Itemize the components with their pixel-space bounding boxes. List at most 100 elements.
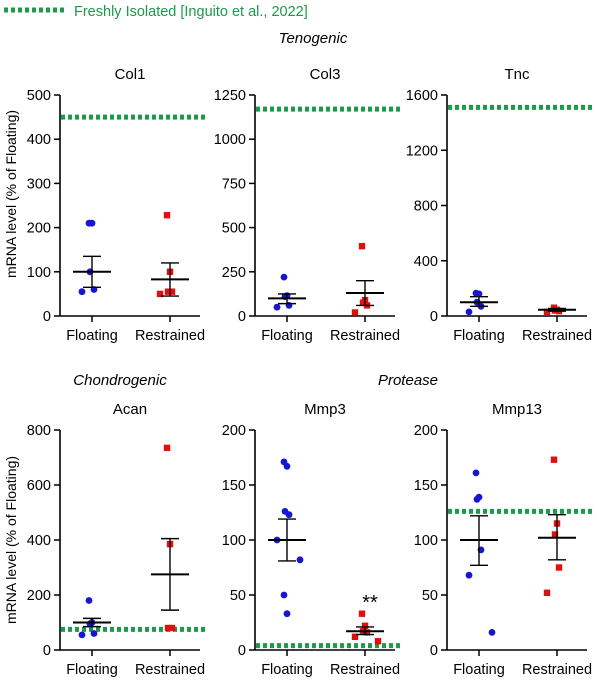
point-col1-restrained-4 (156, 290, 164, 298)
series-col3-restrained (346, 242, 384, 316)
x-tick-label-acan-restrained: Restrained (135, 662, 205, 678)
panel-tnc: Tnc 0 400 800 1200 1600 Floating Restrained (406, 66, 593, 344)
y-tick-label-acan-600: 600 (27, 478, 51, 494)
x-tick-label-tnc-restrained: Restrained (522, 328, 592, 344)
y-tick-label-mmp3-100: 100 (222, 533, 246, 549)
point-mmp3-restrained-5 (374, 638, 382, 645)
x-tick-label-col1-restrained: Restrained (135, 328, 205, 344)
point-tnc-floating-4 (465, 308, 473, 316)
group-label-tenogenic: Tenogenic (279, 30, 348, 47)
y-axis-label-top: mRNA level (% of Floating) (3, 110, 19, 278)
y-tick-label-mmp3-0: 0 (238, 643, 246, 659)
point-col1-floating-1 (88, 219, 96, 227)
y-tick-label-acan-200: 200 (27, 588, 51, 604)
point-mmp3-floating-3 (285, 511, 293, 519)
legend-label: Freshly Isolated [Inguito et al., 2022] (74, 4, 308, 20)
point-acan-restrained-0 (163, 444, 171, 452)
y-tick-label-tnc-800: 800 (414, 199, 438, 215)
point-mmp13-floating-4 (465, 571, 473, 579)
x-tick-label-mmp13-floating: Floating (453, 662, 505, 678)
point-mmp3-floating-5 (296, 556, 304, 564)
y-tick-label-col1-0: 0 (43, 309, 51, 325)
y-tick-label-col1-400: 400 (27, 132, 51, 148)
y-tick-label-mmp13-150: 150 (414, 478, 438, 494)
y-tick-label-acan-400: 400 (27, 533, 51, 549)
panel-title-col1: Col1 (115, 66, 146, 83)
series-col1-floating (73, 219, 111, 296)
point-col1-floating-4 (78, 288, 86, 296)
y-tick-label-col3-750: 750 (222, 176, 246, 192)
point-tnc-restrained-4 (543, 308, 551, 316)
point-mmp3-floating-1 (283, 462, 291, 470)
x-tick-label-mmp13-restrained: Restrained (522, 662, 592, 678)
x-tick-label-mmp3-restrained: Restrained (330, 662, 400, 678)
y-tick-label-mmp13-0: 0 (430, 643, 438, 659)
series-acan-restrained (151, 444, 189, 632)
y-tick-label-col3-1000: 1000 (214, 132, 246, 148)
point-mmp3-restrained-1 (361, 622, 369, 629)
point-mmp3-restrained-0 (358, 610, 366, 617)
panel-title-acan: Acan (113, 401, 147, 418)
y-tick-label-col1-100: 100 (27, 265, 51, 281)
series-acan-floating (73, 597, 111, 639)
point-acan-floating-4 (78, 631, 86, 639)
point-acan-floating-3 (90, 630, 98, 637)
y-tick-label-acan-800: 800 (27, 423, 51, 439)
point-col3-floating-0 (280, 273, 288, 281)
y-tick-label-mmp13-50: 50 (422, 588, 438, 604)
series-mmp13-restrained (538, 456, 576, 596)
point-mmp13-floating-5 (488, 629, 496, 636)
y-tick-label-mmp3-200: 200 (222, 423, 246, 439)
y-tick-label-col1-500: 500 (27, 88, 51, 104)
y-tick-label-mmp13-200: 200 (414, 423, 438, 439)
point-mmp3-restrained-4 (351, 633, 359, 640)
point-mmp3-floating-6 (280, 591, 288, 599)
point-mmp13-restrained-3 (555, 564, 563, 571)
point-mmp13-floating-0 (472, 469, 480, 477)
point-col1-restrained-3 (168, 288, 176, 295)
point-col3-restrained-2 (359, 299, 367, 306)
series-col3-floating (268, 273, 306, 311)
y-tick-label-tnc-0: 0 (430, 309, 438, 325)
point-mmp13-floating-2 (473, 495, 481, 503)
point-mmp13-restrained-4 (543, 589, 551, 596)
point-tnc-floating-1 (475, 290, 483, 298)
y-tick-label-tnc-400: 400 (414, 254, 438, 270)
series-mmp13-floating (460, 469, 498, 636)
point-col3-floating-4 (273, 303, 281, 311)
x-tick-label-col3-restrained: Restrained (330, 328, 400, 344)
group-label-chondrogenic: Chondrogenic (73, 372, 167, 389)
panel-col1: Col1 0 100 200 300 400 500 Floating Restrained (27, 66, 206, 344)
y-tick-label-col3-1250: 1250 (214, 88, 246, 104)
point-col3-restrained-0 (358, 242, 366, 250)
y-tick-label-col3-250: 250 (222, 265, 246, 281)
y-tick-label-mmp3-50: 50 (230, 588, 246, 604)
point-mmp13-restrained-2 (551, 531, 559, 538)
y-tick-label-tnc-1200: 1200 (406, 143, 438, 159)
panel-mmp13: Mmp13 0 50 100 150 200 Floating Restrained (414, 401, 593, 678)
y-tick-label-tnc-1600: 1600 (406, 88, 438, 104)
y-tick-label-col1-200: 200 (27, 221, 51, 237)
series-col1-restrained (151, 212, 189, 298)
series-tnc-restrained (538, 304, 576, 316)
x-tick-label-tnc-floating: Floating (453, 328, 505, 344)
point-acan-restrained-2 (164, 624, 172, 632)
y-tick-label-col3-500: 500 (222, 221, 246, 237)
point-col3-restrained-4 (351, 309, 359, 316)
y-tick-label-acan-0: 0 (43, 643, 51, 659)
series-mmp3-restrained (346, 610, 384, 645)
panel-title-col3: Col3 (310, 66, 341, 83)
panel-mmp3: Mmp3 0 50 100 150 200 Floating Restrained ** (222, 401, 401, 678)
legend: Freshly Isolated [Inguito et al., 2022] (4, 4, 308, 20)
point-mmp3-floating-7 (283, 610, 291, 618)
panel-title-mmp3: Mmp3 (304, 401, 346, 418)
point-mmp3-restrained-3 (363, 629, 371, 636)
x-tick-label-col3-floating: Floating (261, 328, 313, 344)
x-tick-label-col1-floating: Floating (66, 328, 118, 344)
y-tick-label-mmp3-150: 150 (222, 478, 246, 494)
y-axis-label-bottom: mRNA level (% of Floating) (3, 456, 19, 624)
point-acan-restrained-3 (168, 624, 176, 632)
x-tick-label-mmp3-floating: Floating (261, 662, 313, 678)
